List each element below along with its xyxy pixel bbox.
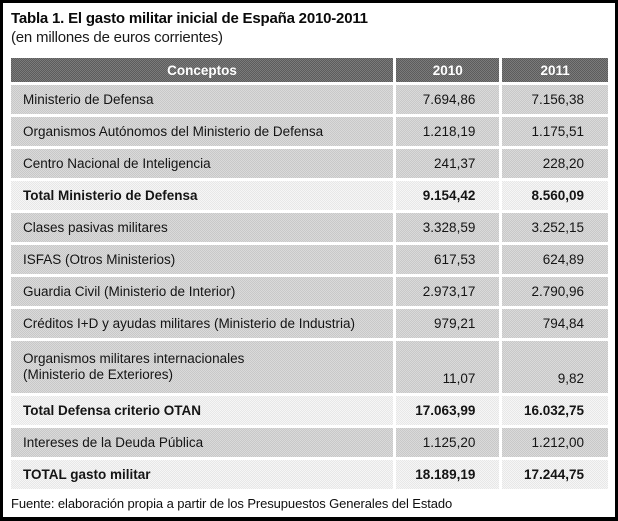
concept-cell: Organismos militares internacionales (Mi…	[11, 341, 394, 393]
table-row: Organismos Autónomos del Ministerio de D…	[11, 117, 608, 146]
value-2011-cell: 794,84	[499, 309, 608, 338]
concept-cell: Guardia Civil (Ministerio de Interior)	[11, 277, 394, 306]
value-2011-cell: 17.244,75	[499, 460, 608, 489]
table-title: Tabla 1. El gasto militar inicial de Esp…	[11, 10, 368, 27]
value-2011-cell: 3.252,15	[499, 213, 608, 242]
table-row: Total Ministerio de Defensa 9.154,42 8.560…	[11, 181, 608, 210]
table-row: Guardia Civil (Ministerio de Interior) 2.…	[11, 277, 608, 306]
value-2011-cell: 1.212,00	[499, 428, 608, 457]
table-row: Ministerio de Defensa 7.694,86 7.156,38	[11, 85, 608, 114]
value-2010-cell: 18.189,19	[393, 460, 500, 489]
concept-cell: Ministerio de Defensa	[11, 85, 394, 114]
concept-cell: Total Defensa criterio OTAN	[11, 396, 394, 425]
value-2010-cell: 7.694,86	[393, 85, 500, 114]
table-row: Centro Nacional de Inteligencia 241,37 228…	[11, 149, 608, 178]
military-spending-table: Conceptos 2010 2011 Ministerio de Defens…	[11, 55, 608, 492]
table-row: Organismos militares internacionales (Mi…	[11, 341, 608, 393]
value-2010-cell: 1.125,20	[393, 428, 500, 457]
value-2011-cell: 1.175,51	[499, 117, 608, 146]
value-2011-cell: 228,20	[499, 149, 608, 178]
value-2010-cell: 979,21	[393, 309, 500, 338]
table-row: TOTAL gasto militar 18.189,19 17.244,75	[11, 460, 608, 489]
concept-cell: Total Ministerio de Defensa	[11, 181, 394, 210]
value-2010-cell: 241,37	[393, 149, 500, 178]
value-2010-cell: 11,07	[393, 341, 500, 393]
concept-cell: Clases pasivas militares	[11, 213, 394, 242]
table-row: ISFAS (Otros Ministerios) 617,53 624,89	[11, 245, 608, 274]
table-row: Créditos I+D y ayudas militares (Ministe…	[11, 309, 608, 338]
value-2011-cell: 624,89	[499, 245, 608, 274]
value-2011-cell: 8.560,09	[499, 181, 608, 210]
column-header-conceptos: Conceptos	[11, 58, 394, 82]
value-2011-cell: 7.156,38	[499, 85, 608, 114]
source-note: Fuente: elaboración propia a partir de l…	[11, 496, 453, 511]
value-2010-cell: 1.218,19	[393, 117, 500, 146]
concept-cell: TOTAL gasto militar	[11, 460, 394, 489]
concept-cell: Créditos I+D y ayudas militares (Ministe…	[11, 309, 394, 338]
table-body: Ministerio de Defensa 7.694,86 7.156,38 Org…	[11, 85, 608, 489]
value-2010-cell: 617,53	[393, 245, 500, 274]
table-row: Intereses de la Deuda Pública 1.125,20 1.2…	[11, 428, 608, 457]
concept-cell: Intereses de la Deuda Pública	[11, 428, 394, 457]
value-2010-cell: 3.328,59	[393, 213, 500, 242]
table-header: Conceptos 2010 2011	[11, 58, 608, 82]
value-2010-cell: 9.154,42	[393, 181, 500, 210]
value-2011-cell: 16.032,75	[499, 396, 608, 425]
concept-cell: Centro Nacional de Inteligencia	[11, 149, 394, 178]
concept-cell: ISFAS (Otros Ministerios)	[11, 245, 394, 274]
concept-cell: Organismos Autónomos del Ministerio de D…	[11, 117, 394, 146]
column-header-2010: 2010	[393, 58, 500, 82]
value-2010-cell: 2.973,17	[393, 277, 500, 306]
header-row: Conceptos 2010 2011	[11, 58, 608, 82]
table-row: Clases pasivas militares 3.328,59 3.252,15	[11, 213, 608, 242]
value-2010-cell: 17.063,99	[393, 396, 500, 425]
value-2011-cell: 2.790,96	[499, 277, 608, 306]
table-row: Total Defensa criterio OTAN 17.063,99 16.0…	[11, 396, 608, 425]
value-2011-cell: 9,82	[499, 341, 608, 393]
table-subtitle: (en millones de euros corrientes)	[11, 29, 223, 46]
column-header-2011: 2011	[499, 58, 608, 82]
